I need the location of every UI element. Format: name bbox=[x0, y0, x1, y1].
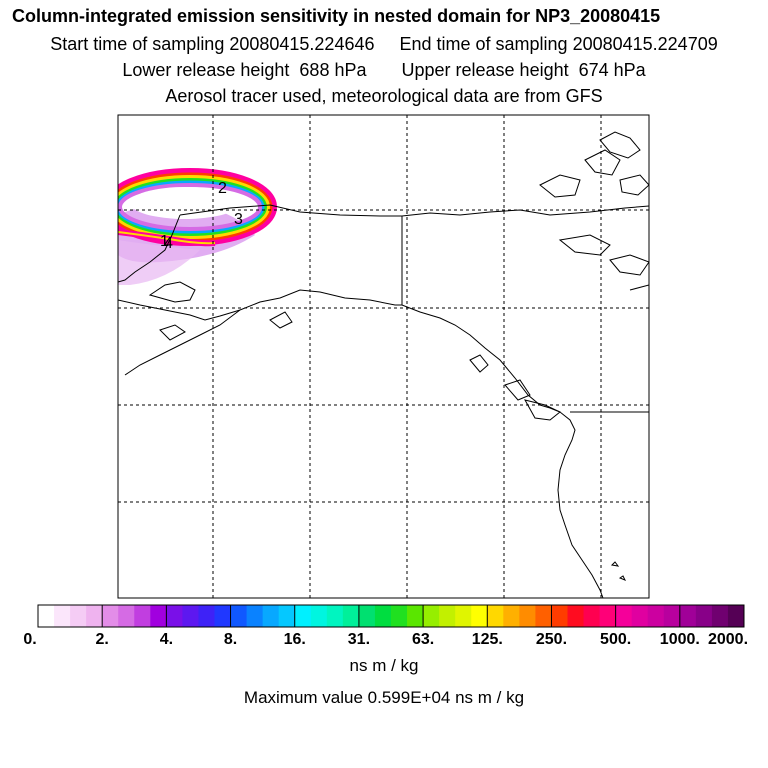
colorbar-swatch bbox=[487, 605, 504, 627]
colorbar-swatch bbox=[278, 605, 296, 627]
colorbar-swatch bbox=[535, 605, 552, 627]
colorbar-swatch bbox=[54, 605, 71, 627]
colorbar-swatch bbox=[679, 605, 697, 627]
tracer-info: Aerosol tracer used, meteorological data… bbox=[165, 86, 603, 106]
sampling-times: Start time of sampling 20080415.224646 E… bbox=[50, 34, 718, 54]
colorbar-swatch bbox=[695, 605, 713, 627]
colorbar-swatch bbox=[423, 605, 440, 627]
colorbar-swatch bbox=[407, 605, 424, 627]
colorbar-swatch bbox=[70, 605, 87, 627]
colorbar-swatch bbox=[391, 605, 408, 627]
colorbar-swatch bbox=[471, 605, 488, 627]
colorbar-swatch bbox=[503, 605, 520, 627]
marker-4: 4 bbox=[164, 235, 173, 252]
release-markers: 1 2 3 4 bbox=[160, 180, 243, 252]
colorbar-swatch bbox=[86, 605, 103, 627]
colorbar-tick-label: 250. bbox=[535, 631, 568, 648]
colorbar-swatch bbox=[342, 605, 360, 627]
max-value: Maximum value 0.599E+04 ns m / kg bbox=[243, 688, 525, 707]
release-heights: Lower release height 688 hPa Upper relea… bbox=[122, 60, 646, 80]
colorbar-swatch bbox=[439, 605, 456, 627]
colorbar-tick-label: 31. bbox=[347, 631, 371, 648]
colorbar-swatch bbox=[294, 605, 312, 627]
colorbar-swatch bbox=[567, 605, 585, 627]
map-grid bbox=[118, 115, 649, 598]
map-frame bbox=[117, 114, 650, 599]
colorbar-swatch bbox=[214, 605, 232, 627]
colorbar-swatch bbox=[198, 605, 215, 627]
colorbar-tick-label: 16. bbox=[283, 631, 306, 648]
colorbar-swatch bbox=[150, 605, 167, 627]
colorbar-swatch bbox=[326, 605, 344, 627]
colorbar-tick-label: 63. bbox=[411, 631, 435, 648]
colorbar-swatch bbox=[246, 605, 264, 627]
colorbar-swatch bbox=[631, 605, 649, 627]
colorbar-swatch bbox=[711, 605, 729, 627]
plot-title: Column-integrated emission sensitivity i… bbox=[12, 6, 661, 26]
coastlines bbox=[118, 131, 649, 598]
colorbar-swatch bbox=[599, 605, 617, 627]
colorbar-swatch bbox=[262, 605, 280, 627]
colorbar-swatch bbox=[551, 605, 568, 627]
marker-2: 2 bbox=[218, 180, 227, 197]
colorbar-tick-label: 4. bbox=[159, 631, 174, 648]
sensitivity-plume bbox=[118, 168, 277, 285]
colorbar-swatch bbox=[38, 605, 55, 627]
colorbar-units: ns m / kg bbox=[349, 656, 419, 675]
colorbar-frame bbox=[37, 604, 745, 628]
colorbar-tick-label: 8. bbox=[223, 631, 238, 648]
colorbar-swatch bbox=[182, 605, 199, 627]
colorbar-tick-label: 1000. bbox=[659, 631, 700, 648]
marker-1: 1 bbox=[160, 233, 169, 250]
colorbar bbox=[37, 604, 745, 628]
colorbar-swatch bbox=[663, 605, 681, 627]
colorbar-tick-label: 2000. bbox=[707, 631, 749, 648]
colorbar-swatch bbox=[615, 605, 633, 627]
colorbar-swatch bbox=[310, 605, 328, 627]
colorbar-swatch bbox=[455, 605, 472, 627]
marker-3: 3 bbox=[234, 211, 243, 228]
colorbar-swatch bbox=[583, 605, 601, 627]
colorbar-swatch bbox=[230, 605, 248, 627]
colorbar-swatch bbox=[519, 605, 536, 627]
colorbar-tick-label: 125. bbox=[471, 631, 503, 648]
colorbar-swatch bbox=[102, 605, 119, 627]
colorbar-tick-label: 500. bbox=[600, 631, 632, 648]
colorbar-tick-label: 0. bbox=[23, 631, 37, 648]
colorbar-swatch bbox=[118, 605, 135, 627]
colorbar-swatch bbox=[727, 605, 745, 627]
colorbar-swatch bbox=[374, 605, 392, 627]
colorbar-swatch bbox=[134, 605, 151, 627]
colorbar-swatch bbox=[647, 605, 665, 627]
colorbar-swatch bbox=[358, 605, 376, 627]
colorbar-tick-label: 2. bbox=[95, 631, 109, 648]
colorbar-swatch bbox=[166, 605, 183, 627]
